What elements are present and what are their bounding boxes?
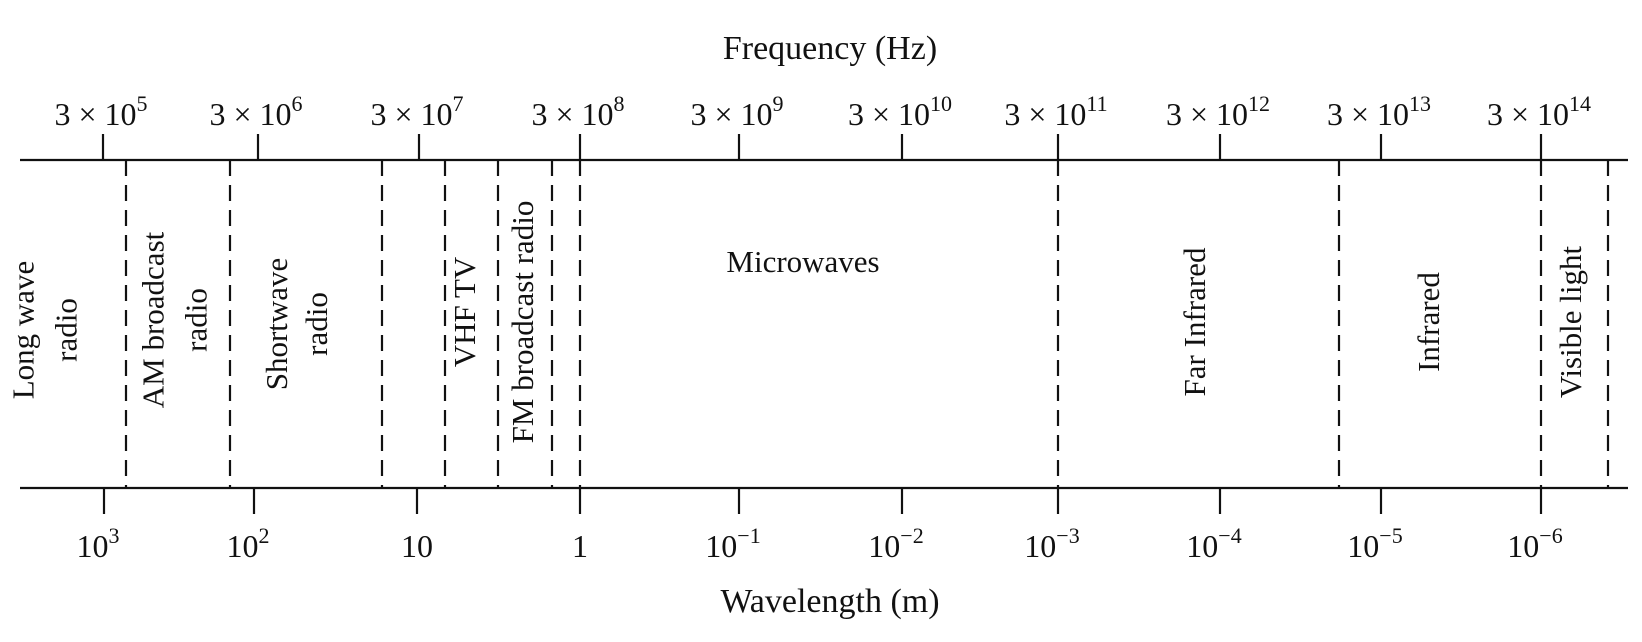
frequency-tick-label: 3 × 106 [209, 91, 302, 132]
frequency-tick-exponent: 11 [1086, 91, 1107, 116]
band-label: VHF TV [447, 256, 482, 367]
wavelength-axis-title: Wavelength (m) [720, 583, 939, 620]
frequency-tick-label: 3 × 1014 [1487, 91, 1591, 132]
wavelength-tick-label: 1 [572, 528, 588, 564]
wavelength-tick-labels: 103 102 10 1 10−1 10−2 10−3 10−4 10−5 10−6 [77, 523, 1563, 564]
frequency-tick-base: 3 × 10 [848, 96, 930, 132]
wavelength-tick-label: 102 [227, 523, 270, 564]
frequency-tick-label: 3 × 1013 [1327, 91, 1431, 132]
wavelength-tick-base: 10 [401, 528, 433, 564]
frequency-tick-exponent: 12 [1248, 91, 1270, 116]
wavelength-tick-label: 103 [77, 523, 120, 564]
wavelength-tick-exponent: −2 [900, 523, 923, 548]
band-label-line: VHF TV [447, 256, 482, 367]
band-label-line: Far Infrared [1177, 247, 1212, 396]
frequency-tick-exponent: 6 [292, 91, 303, 116]
wavelength-tick-label: 10−3 [1024, 523, 1079, 564]
band-label: FM broadcast radio [505, 201, 540, 444]
frequency-tick-exponent: 10 [930, 91, 952, 116]
wavelength-tick-label: 10−2 [868, 523, 923, 564]
wavelength-tick-label: 10−1 [705, 523, 760, 564]
band-label-line: radio [179, 288, 214, 352]
band-label-line: Visible light [1553, 245, 1588, 398]
frequency-tick-label: 3 × 1011 [1004, 91, 1107, 132]
frequency-tick-label: 3 × 107 [370, 91, 463, 132]
frequency-tick-base: 3 × 10 [1004, 96, 1086, 132]
wavelength-tick-base: 10 [868, 528, 900, 564]
wavelength-tick-exponent: −4 [1218, 523, 1241, 548]
wavelength-tick-exponent: −1 [737, 523, 760, 548]
wavelength-tick-base: 1 [572, 528, 588, 564]
frequency-tick-base: 3 × 10 [531, 96, 613, 132]
frequency-tick-label: 3 × 1010 [848, 91, 952, 132]
band-label-line: Shortwave [259, 258, 294, 391]
frequency-tick-exponent: 7 [453, 91, 464, 116]
wavelength-tick-label: 10−4 [1186, 523, 1241, 564]
frequency-tick-base: 3 × 10 [370, 96, 452, 132]
frequency-tick-label: 3 × 1012 [1166, 91, 1270, 132]
frequency-tick-exponent: 13 [1409, 91, 1431, 116]
band-label-line: AM broadcast [136, 231, 171, 408]
wavelength-tick-label: 10−6 [1507, 523, 1562, 564]
frequency-tick-base: 3 × 10 [209, 96, 291, 132]
band-boundaries [124, 160, 1610, 488]
band-label-line: Long wave [6, 261, 41, 400]
wavelength-tick-exponent: 3 [109, 523, 120, 548]
wavelength-tick-base: 10 [227, 528, 259, 564]
band-label-line: Infrared [1411, 272, 1446, 372]
wavelength-tick-base: 10 [1347, 528, 1379, 564]
frequency-tick-base: 3 × 10 [54, 96, 136, 132]
wavelength-tick-base: 10 [1024, 528, 1056, 564]
wavelength-tick-label: 10−5 [1347, 523, 1402, 564]
wavelength-tick-exponent: −3 [1056, 523, 1079, 548]
band-label: Far Infrared [1177, 247, 1212, 396]
wavelength-tick-marks [102, 488, 1543, 514]
wavelength-tick-base: 10 [1507, 528, 1539, 564]
band-label: Infrared [1411, 272, 1446, 372]
frequency-tick-label: 3 × 108 [531, 91, 624, 132]
wavelength-tick-exponent: −6 [1539, 523, 1562, 548]
wavelength-tick-base: 10 [705, 528, 737, 564]
frequency-tick-exponent: 8 [614, 91, 625, 116]
frequency-tick-exponent: 5 [137, 91, 148, 116]
band-label: Shortwave radio [259, 258, 334, 391]
band-label-line: Microwaves [726, 244, 879, 279]
frequency-tick-base: 3 × 10 [1487, 96, 1569, 132]
frequency-tick-marks [101, 134, 1543, 160]
frequency-tick-base: 3 × 10 [1166, 96, 1248, 132]
band-labels: Long wave radio AM broadcast radio Shortwave… [6, 201, 1589, 444]
frequency-axis-title: Frequency (Hz) [723, 30, 937, 67]
frequency-tick-base: 3 × 10 [1327, 96, 1409, 132]
band-label-line: FM broadcast radio [505, 201, 540, 444]
band-label: Long wave radio [6, 261, 84, 400]
frequency-tick-base: 3 × 10 [690, 96, 772, 132]
frequency-tick-label: 3 × 105 [54, 91, 147, 132]
wavelength-tick-base: 10 [77, 528, 109, 564]
frequency-tick-exponent: 9 [773, 91, 784, 116]
frequency-tick-label: 3 × 109 [690, 91, 783, 132]
band-label-line: radio [49, 298, 84, 362]
wavelength-tick-base: 10 [1186, 528, 1218, 564]
band-label: AM broadcast radio [136, 231, 214, 408]
frequency-tick-exponent: 14 [1569, 91, 1591, 116]
band-label: Visible light [1553, 245, 1588, 398]
wavelength-tick-label: 10 [401, 528, 433, 564]
wavelength-tick-exponent: −5 [1379, 523, 1402, 548]
band-label: Microwaves [726, 244, 879, 279]
band-label-line: radio [299, 292, 334, 356]
wavelength-tick-exponent: 2 [259, 523, 270, 548]
frequency-tick-labels: 3 × 105 3 × 106 3 × 107 3 × 108 3 × 109 3 × 1… [54, 91, 1591, 132]
